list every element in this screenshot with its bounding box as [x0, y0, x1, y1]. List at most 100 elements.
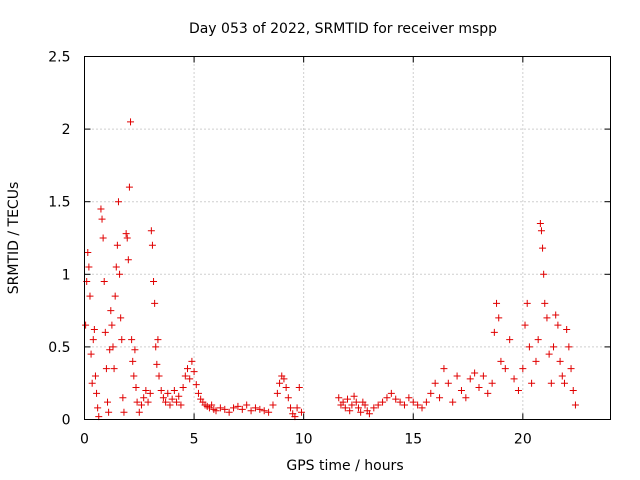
data-point	[216, 404, 224, 412]
data-point	[122, 230, 130, 238]
data-point	[148, 241, 156, 249]
data-point	[188, 357, 196, 365]
data-point	[525, 343, 533, 351]
data-point	[170, 386, 178, 394]
data-point	[540, 270, 548, 278]
data-point	[528, 379, 536, 387]
data-point	[383, 394, 391, 402]
data-point	[563, 325, 571, 333]
data-point	[85, 263, 93, 271]
data-point	[396, 398, 404, 406]
data-point	[251, 404, 259, 412]
data-point	[137, 401, 145, 409]
data-point	[534, 336, 542, 344]
data-point	[282, 384, 290, 392]
data-point	[127, 118, 135, 126]
data-point	[543, 314, 551, 322]
data-point	[374, 401, 382, 409]
data-point	[117, 314, 125, 322]
data-point	[194, 389, 202, 397]
data-point	[112, 263, 120, 271]
x-tick-label: 20	[514, 432, 532, 448]
data-point	[550, 343, 558, 351]
data-point	[357, 408, 365, 416]
data-point	[173, 398, 181, 406]
data-point	[147, 227, 155, 235]
data-point	[352, 398, 360, 406]
data-point	[157, 386, 165, 394]
data-point	[280, 375, 288, 383]
data-point	[88, 379, 96, 387]
data-point	[116, 270, 124, 278]
x-tick-label: 5	[190, 432, 199, 448]
data-point	[124, 256, 132, 264]
data-point	[230, 404, 238, 412]
data-point	[269, 401, 277, 409]
y-tick-label: 1	[62, 267, 71, 283]
data-point	[100, 278, 108, 286]
tick-labels: 0 5 10 15 20 0 0.5 1 1.5 2 2.5	[48, 50, 532, 448]
data-point	[284, 394, 292, 402]
data-point	[457, 386, 465, 394]
data-point	[106, 346, 114, 354]
data-point	[110, 365, 118, 373]
data-point	[276, 379, 284, 387]
data-point	[475, 384, 483, 392]
data-point	[175, 392, 183, 400]
data-point	[344, 395, 351, 403]
data-point	[449, 398, 457, 406]
data-point	[514, 386, 522, 394]
data-point	[154, 336, 162, 344]
data-point	[190, 368, 198, 376]
data-point	[105, 408, 113, 416]
y-tick-label: 2.5	[48, 50, 70, 66]
data-point	[466, 375, 474, 383]
data-point	[152, 343, 160, 351]
x-tick-label: 10	[295, 432, 313, 448]
data-point	[153, 360, 161, 368]
data-point	[569, 386, 577, 394]
data-point	[479, 372, 487, 380]
data-point	[297, 408, 305, 416]
data-point	[493, 299, 501, 307]
data-point	[95, 413, 103, 421]
data-point	[234, 402, 242, 410]
data-point	[293, 404, 301, 412]
data-point	[335, 394, 343, 402]
data-point	[132, 384, 140, 392]
data-point	[444, 379, 452, 387]
data-point	[523, 299, 531, 307]
data-point	[102, 365, 110, 373]
data-point	[168, 395, 176, 403]
data-point	[108, 321, 116, 329]
data-point	[243, 401, 251, 409]
data-point	[135, 408, 143, 416]
data-point	[554, 321, 562, 329]
data-point	[140, 394, 148, 402]
data-point	[453, 372, 461, 380]
gridlines	[84, 56, 611, 420]
data-point	[238, 405, 246, 413]
data-point	[86, 292, 94, 300]
data-point	[97, 205, 105, 213]
data-point	[151, 299, 159, 307]
data-point	[427, 389, 435, 397]
data-point	[295, 384, 303, 392]
data-point	[341, 404, 349, 412]
data-point	[113, 241, 121, 249]
data-point	[125, 183, 133, 191]
data-point	[186, 375, 194, 383]
data-point	[287, 404, 295, 412]
data-point	[150, 278, 158, 286]
y-tick-label: 0.5	[48, 340, 70, 356]
data-point	[146, 389, 154, 397]
data-point	[361, 401, 369, 409]
data-point	[501, 365, 509, 373]
data-point	[490, 328, 498, 336]
data-point	[128, 336, 136, 344]
data-point	[104, 398, 112, 406]
data-point	[365, 410, 373, 418]
x-tick-label: 0	[80, 432, 89, 448]
data-point	[291, 413, 299, 421]
